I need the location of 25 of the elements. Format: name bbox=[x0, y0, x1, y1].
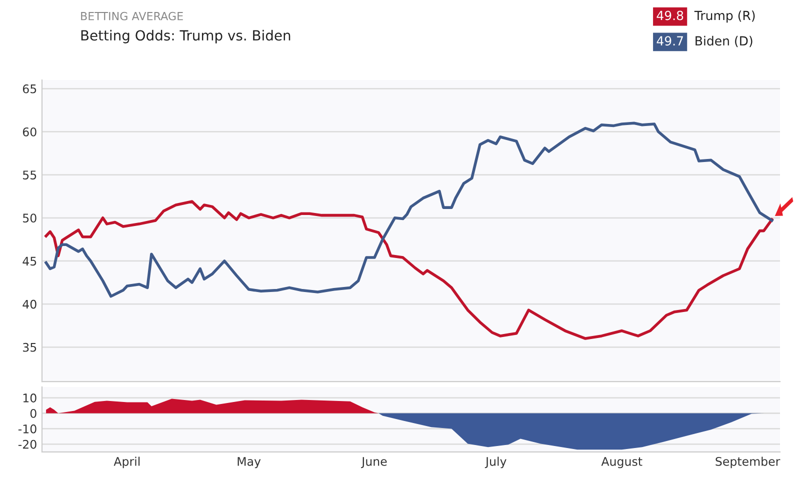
y-tick-label: 40 bbox=[22, 300, 36, 309]
line-series bbox=[44, 122, 774, 298]
legend-label: Biden (D) bbox=[696, 36, 752, 48]
y-tick-label: 65 bbox=[22, 84, 36, 94]
text: 49.8 bbox=[656, 10, 684, 20]
x-tick-label: July bbox=[484, 456, 506, 468]
y-tick-label: 35 bbox=[23, 342, 36, 352]
x-tick-label: August bbox=[601, 457, 642, 468]
x-tick-label: April bbox=[114, 456, 140, 468]
chart-title: Betting Odds: Trump vs. Biden bbox=[81, 30, 290, 44]
y-tick-label: 0 bbox=[30, 408, 36, 418]
x-tick-label: September bbox=[716, 456, 780, 468]
chart-subtitle: BETTING AVERAGE bbox=[81, 12, 183, 20]
y-tick-label: 50 bbox=[23, 214, 36, 223]
y-tick-label: 10 bbox=[23, 394, 36, 402]
legend-label: Trump (R) bbox=[694, 10, 755, 23]
y-tick-label: 45 bbox=[22, 256, 36, 266]
y-tick-label: -10 bbox=[18, 424, 36, 434]
y-tick-label: -20 bbox=[18, 440, 36, 449]
y-tick-label: 55 bbox=[23, 170, 36, 180]
text: 49.7 bbox=[656, 36, 683, 46]
line-series bbox=[44, 200, 774, 340]
x-tick-label: June bbox=[361, 457, 387, 468]
x-tick-label: May bbox=[238, 457, 261, 468]
y-tick-label: 60 bbox=[22, 127, 36, 136]
